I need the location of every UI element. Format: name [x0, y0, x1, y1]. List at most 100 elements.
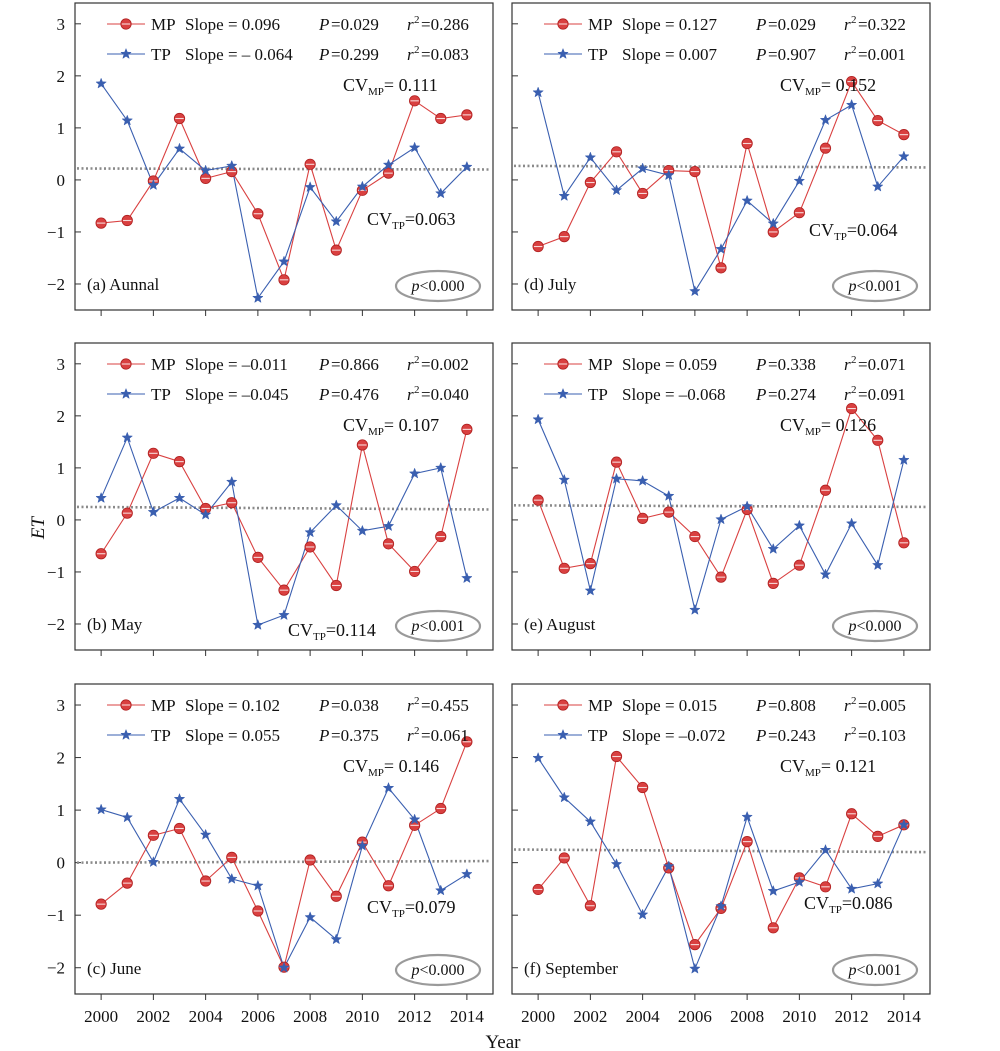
point-mp-2008 [741, 137, 753, 150]
point-tp-2000 [532, 86, 544, 98]
legend-marker [557, 728, 569, 740]
x-tick-label: 2004 [189, 1007, 224, 1026]
cv-mp-annotation: CVMP= 0.126 [780, 415, 876, 438]
point-mp-2012 [846, 808, 858, 820]
legend-marker [120, 699, 132, 711]
point-tp-2010 [793, 174, 806, 186]
x-tick-label: 2012 [835, 1007, 869, 1026]
y-tick-label: 3 [57, 15, 66, 34]
legend-series-name: TP [588, 45, 608, 64]
point-mp-2014 [461, 423, 473, 435]
legend-entry-mp: MP Slope = 0.015 P =0.808 r 2 =0.005 [544, 695, 906, 715]
point-tp-2013 [434, 884, 447, 896]
point-mp-2007 [715, 571, 727, 583]
x-tick-label: 2002 [136, 1007, 170, 1026]
point-tp-2008 [304, 181, 316, 193]
legend-series-name: TP [588, 385, 608, 404]
legend-r2-symbol: r [844, 15, 851, 34]
plot-frame [511, 342, 931, 651]
point-tp-2005 [662, 169, 675, 181]
legend-entry-mp: MP Slope = 0.102 P =0.038 r 2 =0.455 [107, 695, 469, 715]
point-tp-2004 [199, 828, 212, 840]
legend-series-name: MP [588, 15, 613, 34]
legend-entry-mp: MP Slope = 0.127 P =0.029 r 2 =0.322 [544, 14, 906, 34]
legend-r2-superscript: 2 [851, 354, 857, 366]
plot-frame [74, 2, 494, 311]
x-tick-label: 2000 [84, 1007, 118, 1026]
legend-r2-symbol: r [407, 355, 414, 374]
y-tick-label: −2 [47, 959, 65, 978]
legend-slope: Slope = 0.055 [185, 726, 280, 745]
y-tick-label: 2 [57, 67, 66, 86]
legend-p-value: =0.299 [331, 45, 379, 64]
cv-tp-annotation: CVTP=0.063 [367, 209, 456, 232]
point-mp-2014 [461, 736, 473, 748]
p-value-oval [831, 953, 919, 987]
point-tp-2001 [558, 189, 571, 201]
point-mp-2011 [382, 167, 395, 179]
point-tp-2007 [278, 609, 290, 621]
legend-p-value: =0.476 [331, 385, 379, 404]
legend-series-name: TP [151, 726, 171, 745]
point-tp-2011 [382, 520, 395, 532]
y-tick-label: 2 [57, 407, 66, 426]
y-tick-label: 0 [57, 171, 66, 190]
legend-r2-value: =0.001 [858, 45, 906, 64]
legend-entry-mp: MP Slope = –0.011 P =0.866 r 2 =0.002 [107, 354, 469, 374]
plot-frame [74, 342, 494, 651]
point-tp-2007 [715, 900, 727, 912]
point-mp-2008 [741, 836, 753, 848]
point-tp-2007 [278, 255, 290, 267]
stat-label: P [318, 696, 329, 715]
legend-r2-value: =0.103 [858, 726, 906, 745]
point-mp-2007 [715, 262, 727, 274]
legend-series-name: MP [151, 15, 176, 34]
point-tp-2000 [532, 751, 544, 764]
point-tp-2014 [898, 818, 910, 830]
point-tp-2009 [330, 215, 343, 227]
point-mp-2000 [95, 898, 107, 910]
y-tick-label: 1 [57, 459, 66, 478]
legend-r2-value: =0.091 [858, 385, 906, 404]
legend-series-name: MP [151, 355, 176, 374]
legend-slope: Slope = 0.015 [622, 696, 717, 715]
legend-p-value: =0.029 [768, 15, 816, 34]
p-value-text: p<0.000 [410, 962, 464, 979]
point-mp-2004 [637, 781, 649, 794]
point-mp-2006 [689, 165, 701, 178]
point-tp-2000 [95, 491, 107, 503]
legend-r2-value: =0.286 [421, 15, 469, 34]
legend-marker [120, 358, 132, 370]
legend-r2-superscript: 2 [851, 725, 857, 737]
point-mp-2008 [304, 158, 316, 170]
point-tp-2001 [121, 431, 134, 443]
point-mp-2011 [819, 881, 832, 893]
point-tp-2001 [121, 811, 134, 823]
point-mp-2003 [610, 146, 623, 158]
legend-slope: Slope = 0.059 [622, 355, 717, 374]
point-mp-2012 [846, 75, 858, 88]
point-tp-2014 [898, 453, 910, 466]
legend-entry-tp: TP Slope = – 0.064 P =0.299 r 2 =0.083 [107, 44, 469, 64]
point-tp-2000 [532, 413, 544, 425]
point-mp-2010 [356, 439, 368, 451]
trend-line [76, 167, 492, 171]
point-tp-2009 [330, 933, 343, 945]
legend-marker [557, 47, 569, 59]
legend-slope: Slope = –0.011 [185, 355, 288, 374]
p-value-text: p<0.000 [847, 618, 901, 635]
point-tp-2012 [408, 467, 421, 479]
x-tick-label: 2008 [293, 1007, 327, 1026]
legend-r2-value: =0.083 [421, 45, 469, 64]
y-tick-label: 0 [57, 854, 66, 873]
x-tick-label: 2000 [521, 1007, 555, 1026]
legend-p-value: =0.808 [768, 696, 816, 715]
point-mp-2007 [278, 274, 290, 286]
point-mp-2013 [872, 830, 884, 842]
p-value-oval [831, 609, 919, 643]
point-tp-2000 [95, 77, 107, 89]
point-mp-2000 [95, 217, 107, 229]
stat-label: P [755, 385, 766, 404]
x-tick-label: 2006 [241, 1007, 275, 1026]
